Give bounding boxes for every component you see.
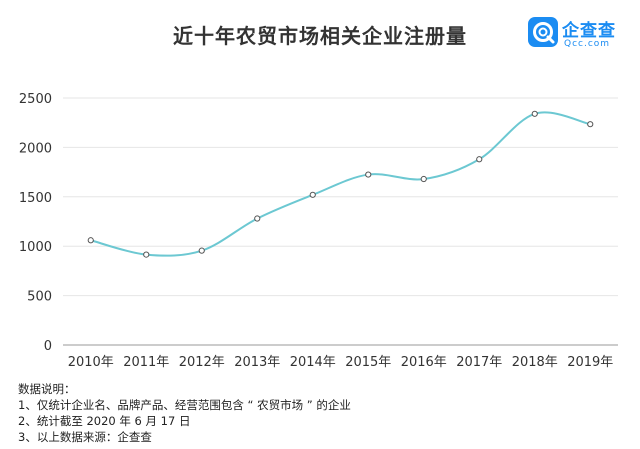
y-tick-label: 2000	[19, 141, 52, 156]
data-point	[143, 251, 150, 258]
logo-url: Qcc.com	[564, 39, 611, 49]
x-tick-label: 2017年	[456, 355, 502, 370]
x-tick-label: 2015年	[345, 355, 391, 370]
data-point	[476, 156, 483, 163]
qcc-logo-icon	[528, 17, 558, 47]
data-point	[87, 237, 94, 244]
x-tick-label: 2019年	[567, 355, 613, 370]
x-tick-label: 2018年	[512, 355, 558, 370]
series-line	[90, 111, 591, 257]
data-notes: 数据说明： 1、仅统计企业名、品牌产品、经营范围包含 “ 农贸市场 ” 的企业 …	[18, 381, 351, 445]
data-point	[309, 191, 316, 198]
y-tick-label: 1500	[19, 191, 52, 206]
y-tick-label: 500	[27, 290, 52, 305]
note-item-1: 1、仅统计企业名、品牌产品、经营范围包含 “ 农贸市场 ” 的企业	[18, 398, 351, 412]
y-tick-label: 0	[44, 339, 52, 354]
x-tick-label: 2011年	[123, 355, 169, 370]
data-point	[420, 175, 427, 183]
data-point	[198, 247, 205, 254]
data-point	[587, 121, 594, 128]
x-tick-label: 2013年	[234, 355, 280, 370]
qcc-logo: 企查查 Qcc.com	[528, 16, 628, 56]
y-tick-label: 1000	[19, 240, 52, 255]
notes-heading: 数据说明：	[18, 382, 76, 396]
x-tick-label: 2012年	[179, 355, 225, 370]
data-point	[365, 171, 372, 178]
logo-name: 企查查	[562, 21, 616, 41]
data-point	[254, 215, 261, 222]
chart-title: 近十年农贸市场相关企业注册量	[173, 24, 467, 48]
x-tick-label: 2010年	[68, 355, 114, 370]
y-tick-label: 2500	[19, 92, 52, 107]
x-tick-label: 2014年	[290, 355, 336, 370]
line-chart: 0 500 1000 1500 2000 2500 2010年 2011年 2012年 2013年…	[19, 92, 618, 370]
data-point	[531, 110, 538, 117]
x-tick-label: 2016年	[401, 355, 447, 370]
note-item-3: 3、以上数据来源：企查查	[18, 430, 152, 444]
note-item-2: 2、统计截至 2020 年 6 月 17 日	[18, 414, 191, 428]
